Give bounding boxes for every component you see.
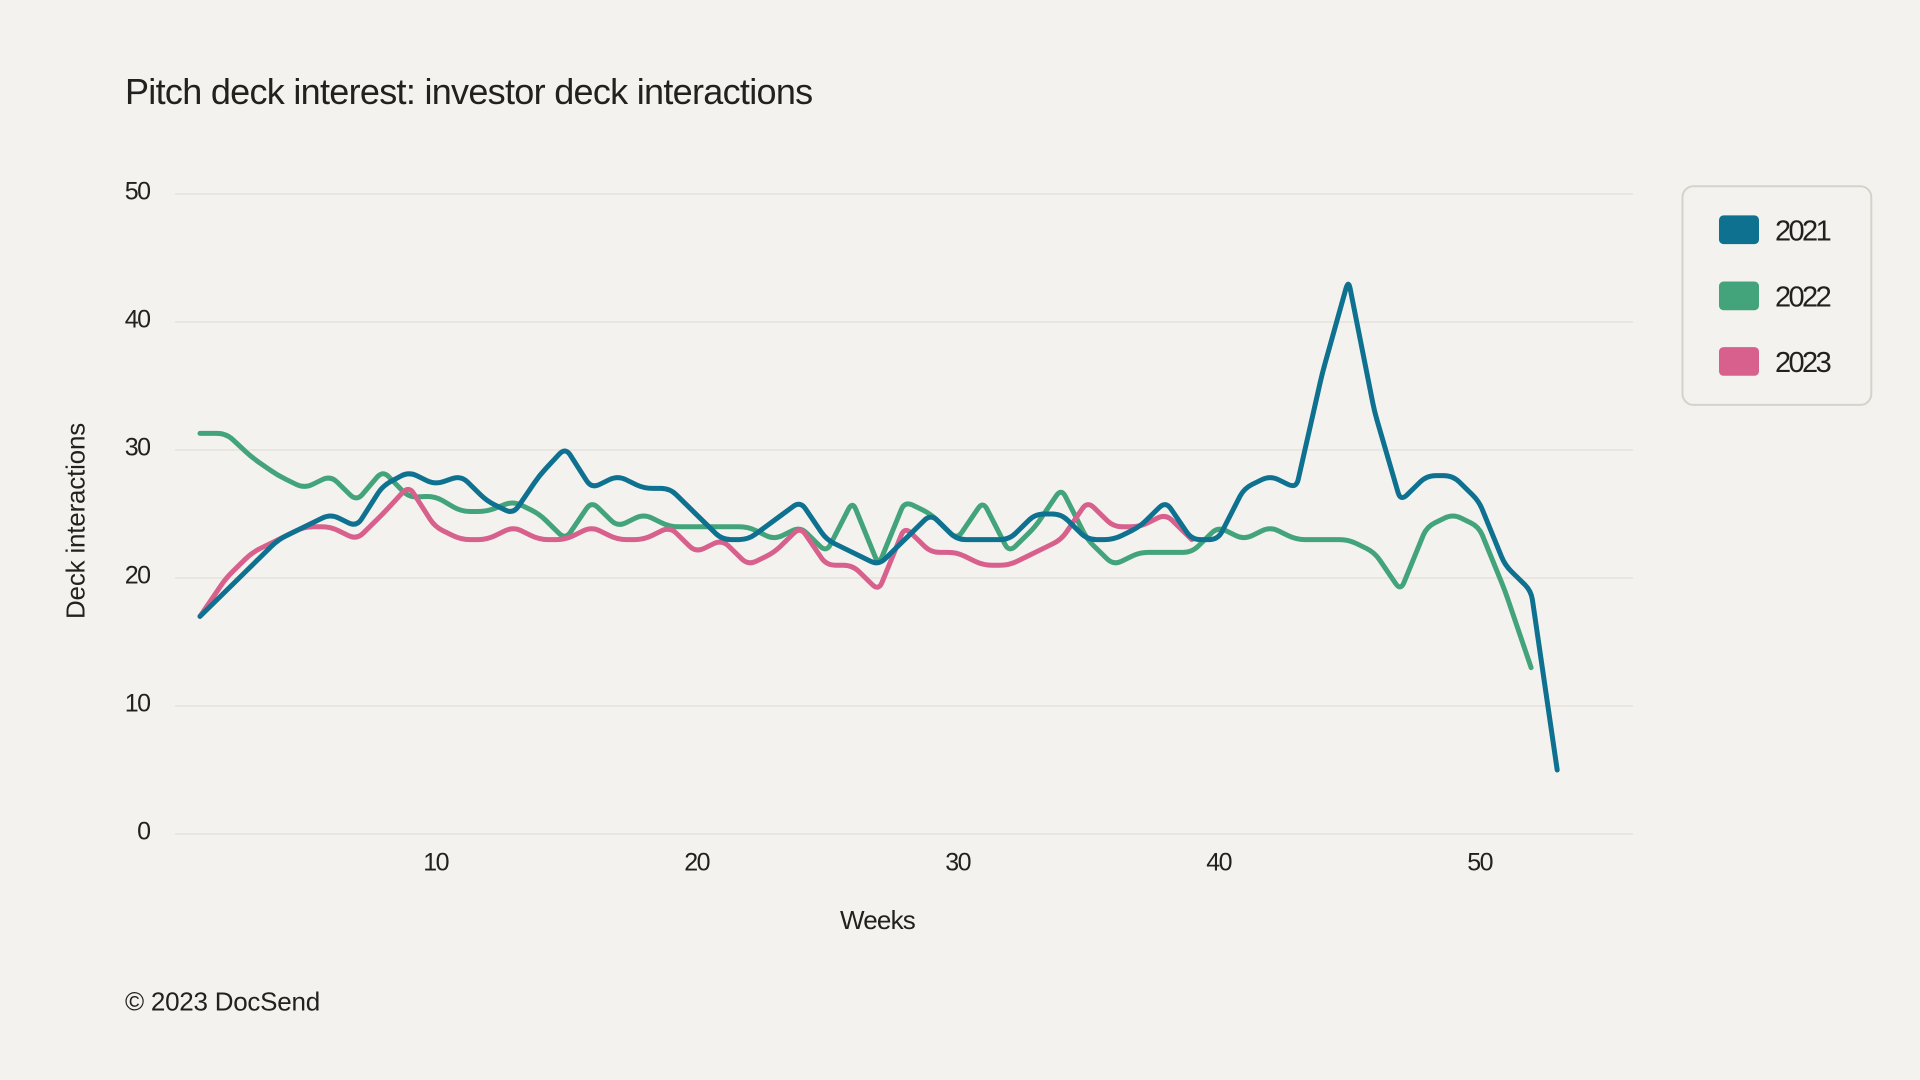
svg-text:2023: 2023 <box>1775 347 1831 379</box>
svg-text:© 2023 DocSend: © 2023 DocSend <box>125 987 320 1017</box>
svg-text:Pitch deck interest: investor: Pitch deck interest: investor deck inter… <box>125 71 812 112</box>
svg-text:50: 50 <box>125 178 150 206</box>
svg-text:2021: 2021 <box>1775 215 1831 247</box>
svg-text:20: 20 <box>125 562 150 590</box>
svg-text:0: 0 <box>137 818 150 846</box>
svg-text:10: 10 <box>125 690 150 718</box>
svg-text:30: 30 <box>945 849 970 877</box>
svg-text:Deck interactions: Deck interactions <box>61 423 91 619</box>
svg-text:10: 10 <box>423 849 448 877</box>
svg-text:2022: 2022 <box>1775 282 1831 314</box>
svg-text:50: 50 <box>1467 849 1492 877</box>
svg-text:40: 40 <box>1206 849 1231 877</box>
svg-text:30: 30 <box>125 434 150 462</box>
svg-text:20: 20 <box>684 849 709 877</box>
svg-text:40: 40 <box>125 306 150 334</box>
svg-text:Weeks: Weeks <box>840 905 916 935</box>
